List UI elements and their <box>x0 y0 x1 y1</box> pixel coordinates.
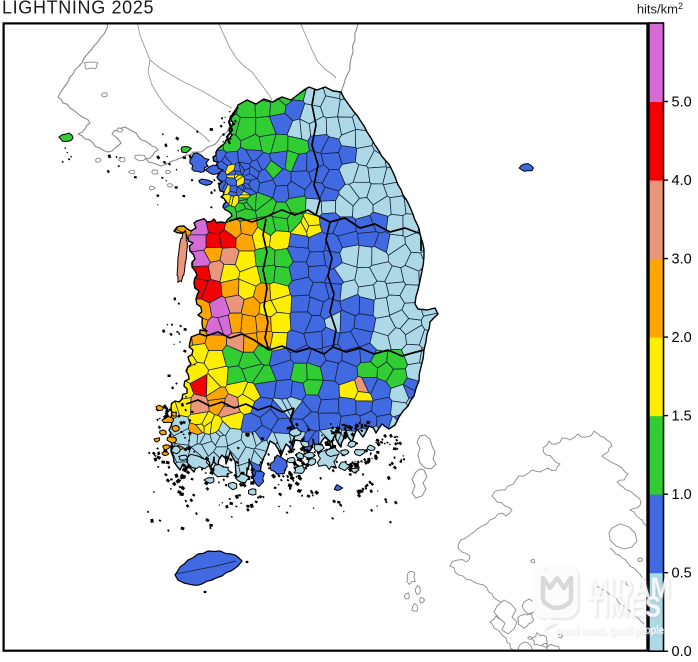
svg-text:MIDAM: MIDAM <box>589 574 672 606</box>
svg-text:1.0: 1.0 <box>672 487 692 503</box>
svg-text:0.0: 0.0 <box>672 644 692 657</box>
svg-text:TIMES: TIMES <box>588 592 661 624</box>
svg-text:LIGHTNING 2025: LIGHTNING 2025 <box>2 0 154 18</box>
svg-text:good news, good people: good news, good people <box>557 625 665 639</box>
svg-text:good news, good people: good news, good people <box>556 623 664 637</box>
svg-text:1.5: 1.5 <box>672 409 692 425</box>
svg-text:2.0: 2.0 <box>672 330 692 346</box>
svg-text:0.5: 0.5 <box>672 566 692 582</box>
svg-text:hits/km2: hits/km2 <box>637 1 683 17</box>
svg-text:3.0: 3.0 <box>672 252 692 268</box>
svg-text:5.0: 5.0 <box>672 95 692 111</box>
svg-text:MIDAM: MIDAM <box>588 573 671 605</box>
svg-text:TIMES: TIMES <box>589 593 662 625</box>
svg-text:4.0: 4.0 <box>672 173 692 189</box>
